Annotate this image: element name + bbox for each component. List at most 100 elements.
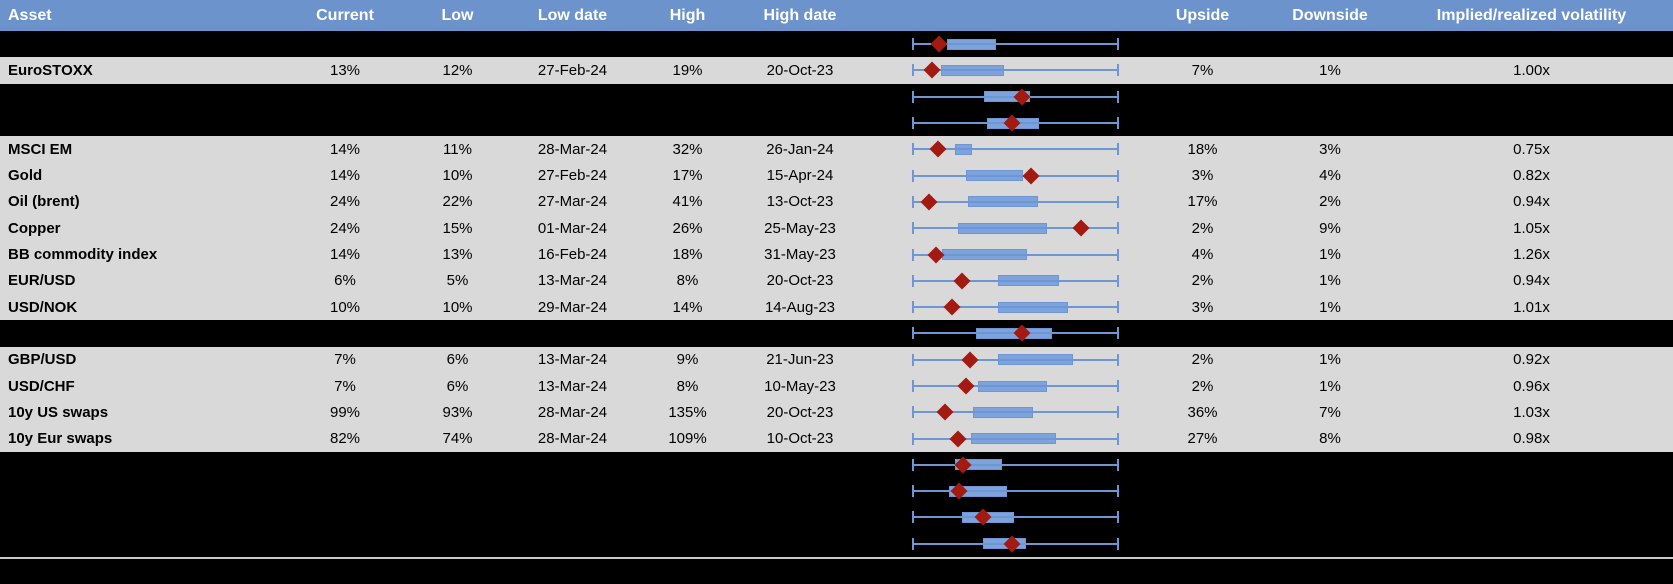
- table-row[interactable]: [0, 84, 1673, 110]
- cell-low-date[interactable]: 27-Feb-24: [537, 61, 608, 79]
- cell-high[interactable]: 17%: [672, 167, 703, 185]
- cell-downside[interactable]: 3%: [1319, 140, 1341, 158]
- cell-upside[interactable]: 7%: [1191, 61, 1214, 79]
- cell-implied-realized[interactable]: 0.92x: [1513, 351, 1550, 369]
- cell-downside[interactable]: 1%: [1319, 272, 1341, 290]
- cell-upside[interactable]: 4%: [1191, 246, 1214, 264]
- cell-low-date[interactable]: 28-Mar-24: [537, 140, 608, 158]
- cell-high[interactable]: 9%: [676, 351, 699, 369]
- cell-implied-realized[interactable]: 1.03x: [1513, 403, 1550, 421]
- cell-current[interactable]: 99%: [329, 403, 361, 421]
- table-row[interactable]: [0, 31, 1673, 57]
- cell-upside[interactable]: 36%: [1187, 403, 1218, 421]
- cell-downside[interactable]: 2%: [1319, 193, 1341, 211]
- cell-implied-realized[interactable]: 0.82x: [1513, 167, 1550, 185]
- cell-high[interactable]: 18%: [672, 246, 703, 264]
- cell-high-date[interactable]: 10-May-23: [764, 377, 836, 395]
- cell-current[interactable]: 14%: [329, 167, 361, 185]
- table-row[interactable]: [0, 452, 1673, 478]
- table-row[interactable]: Gold 14% 10% 27-Feb-24 17% 15-Apr-24 3% …: [0, 162, 1673, 189]
- cell-upside[interactable]: 2%: [1191, 351, 1214, 369]
- cell-high-date[interactable]: 13-Oct-23: [766, 193, 834, 211]
- cell-high-date[interactable]: 20-Oct-23: [766, 272, 834, 290]
- table-row[interactable]: [0, 531, 1673, 557]
- table-row[interactable]: EuroSTOXX 13% 12% 27-Feb-24 19% 20-Oct-2…: [0, 57, 1673, 84]
- cell-upside[interactable]: 27%: [1187, 430, 1218, 448]
- cell-low-date[interactable]: 27-Mar-24: [537, 193, 608, 211]
- cell-low[interactable]: 6%: [446, 351, 469, 369]
- cell-asset[interactable]: USD/NOK: [8, 298, 78, 316]
- table-row[interactable]: [0, 320, 1673, 346]
- cell-low-date[interactable]: 27-Feb-24: [537, 167, 608, 185]
- cell-implied-realized[interactable]: 0.75x: [1513, 140, 1550, 158]
- header-downside[interactable]: Downside: [1292, 6, 1368, 24]
- cell-asset[interactable]: GBP/USD: [8, 351, 77, 369]
- cell-implied-realized[interactable]: 1.01x: [1513, 298, 1550, 316]
- cell-high-date[interactable]: 14-Aug-23: [764, 298, 836, 316]
- cell-high-date[interactable]: 25-May-23: [764, 219, 836, 237]
- table-row[interactable]: USD/NOK 10% 10% 29-Mar-24 14% 14-Aug-23 …: [0, 293, 1673, 321]
- cell-low[interactable]: 13%: [442, 246, 473, 264]
- cell-downside[interactable]: 7%: [1319, 403, 1341, 421]
- cell-current[interactable]: 7%: [334, 351, 356, 369]
- cell-implied-realized[interactable]: 0.98x: [1513, 430, 1550, 448]
- cell-current[interactable]: 6%: [334, 272, 356, 290]
- cell-high[interactable]: 19%: [672, 61, 703, 79]
- cell-low[interactable]: 74%: [442, 430, 473, 448]
- table-row[interactable]: 10y Eur swaps 82% 74% 28-Mar-24 109% 10-…: [0, 425, 1673, 452]
- cell-downside[interactable]: 1%: [1319, 246, 1341, 264]
- header-current[interactable]: Current: [316, 6, 374, 24]
- cell-current[interactable]: 82%: [329, 430, 361, 448]
- cell-asset[interactable]: 10y US swaps: [8, 403, 109, 421]
- cell-downside[interactable]: 1%: [1319, 298, 1341, 316]
- cell-low[interactable]: 93%: [442, 403, 473, 421]
- cell-high[interactable]: 26%: [672, 219, 703, 237]
- cell-low-date[interactable]: 29-Mar-24: [537, 298, 608, 316]
- cell-implied-realized[interactable]: 0.96x: [1513, 377, 1550, 395]
- cell-high[interactable]: 41%: [672, 193, 703, 211]
- cell-high-date[interactable]: 26-Jan-24: [766, 140, 834, 158]
- cell-asset[interactable]: Copper: [8, 219, 61, 237]
- table-row[interactable]: GBP/USD 7% 6% 13-Mar-24 9% 21-Jun-23 2% …: [0, 346, 1673, 373]
- cell-asset[interactable]: Oil (brent): [8, 193, 80, 211]
- cell-implied-realized[interactable]: 0.94x: [1513, 272, 1550, 290]
- cell-asset[interactable]: USD/CHF: [8, 377, 75, 395]
- cell-current[interactable]: 24%: [329, 193, 361, 211]
- cell-low[interactable]: 5%: [446, 272, 469, 290]
- cell-current[interactable]: 7%: [334, 377, 356, 395]
- cell-high-date[interactable]: 20-Oct-23: [766, 61, 834, 79]
- header-low[interactable]: Low: [441, 6, 474, 24]
- cell-implied-realized[interactable]: 0.94x: [1513, 193, 1550, 211]
- cell-high-date[interactable]: 10-Oct-23: [766, 430, 834, 448]
- cell-low-date[interactable]: 13-Mar-24: [537, 351, 608, 369]
- cell-low[interactable]: 6%: [446, 377, 469, 395]
- cell-downside[interactable]: 4%: [1319, 167, 1341, 185]
- header-high[interactable]: High: [669, 6, 706, 24]
- cell-upside[interactable]: 3%: [1191, 167, 1214, 185]
- cell-asset[interactable]: 10y Eur swaps: [8, 430, 113, 448]
- cell-asset[interactable]: EUR/USD: [8, 272, 76, 290]
- cell-upside[interactable]: 2%: [1191, 219, 1214, 237]
- cell-asset[interactable]: MSCI EM: [8, 140, 73, 158]
- table-row[interactable]: Copper 24% 15% 01-Mar-24 26% 25-May-23 2…: [0, 215, 1673, 242]
- cell-implied-realized[interactable]: 1.05x: [1513, 219, 1550, 237]
- cell-upside[interactable]: 2%: [1191, 272, 1214, 290]
- cell-high[interactable]: 14%: [672, 298, 703, 316]
- cell-asset[interactable]: Gold: [8, 167, 43, 185]
- cell-current[interactable]: 13%: [329, 61, 361, 79]
- header-upside[interactable]: Upside: [1175, 6, 1230, 24]
- cell-low-date[interactable]: 01-Mar-24: [537, 219, 608, 237]
- cell-implied-realized[interactable]: 1.26x: [1513, 246, 1550, 264]
- cell-low[interactable]: 22%: [442, 193, 473, 211]
- cell-asset[interactable]: EuroSTOXX: [8, 61, 93, 79]
- cell-current[interactable]: 14%: [329, 140, 361, 158]
- cell-high-date[interactable]: 15-Apr-24: [766, 167, 834, 185]
- table-row[interactable]: EUR/USD 6% 5% 13-Mar-24 8% 20-Oct-23 2% …: [0, 267, 1673, 294]
- table-row[interactable]: 10y US swaps 99% 93% 28-Mar-24 135% 20-O…: [0, 399, 1673, 426]
- cell-upside[interactable]: 2%: [1191, 377, 1214, 395]
- cell-low[interactable]: 12%: [442, 61, 473, 79]
- cell-implied-realized[interactable]: 1.00x: [1513, 61, 1550, 79]
- table-row[interactable]: [0, 504, 1673, 530]
- cell-current[interactable]: 24%: [329, 219, 361, 237]
- cell-low[interactable]: 15%: [442, 219, 473, 237]
